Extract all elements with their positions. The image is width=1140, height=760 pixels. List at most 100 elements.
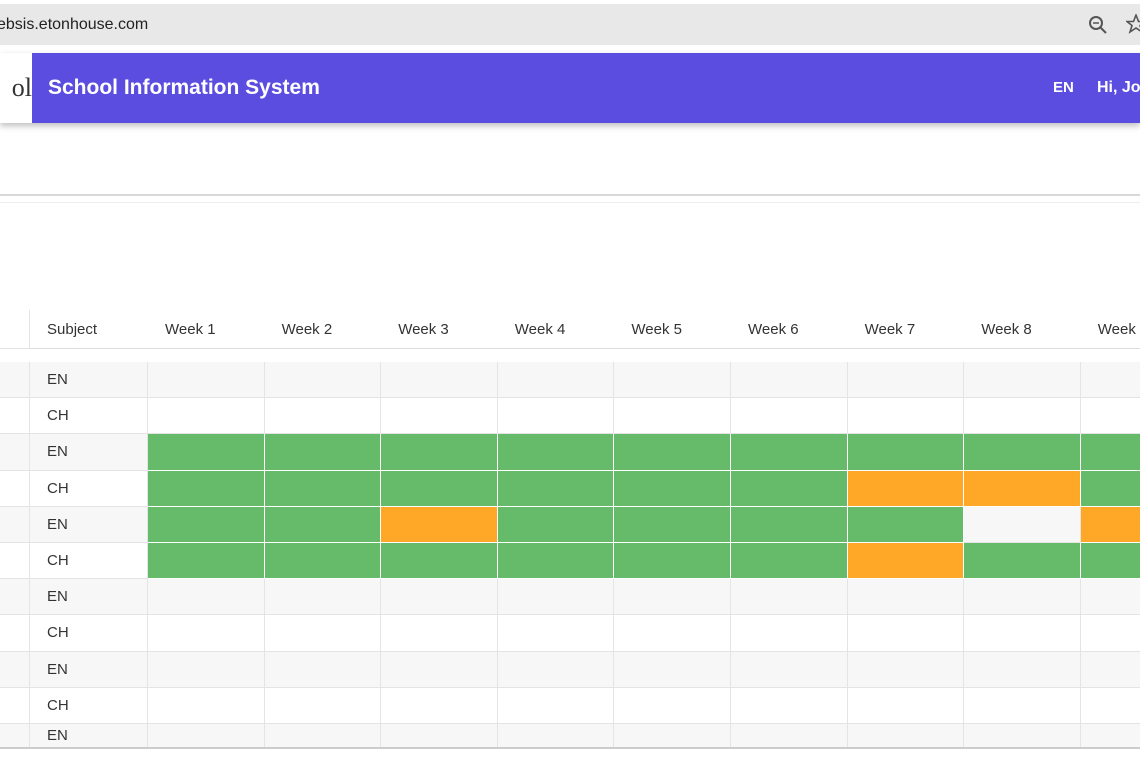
week-cell[interactable] (148, 724, 265, 748)
week-cell[interactable] (264, 362, 382, 399)
week-cell[interactable] (847, 615, 965, 652)
week-cell[interactable] (148, 687, 265, 724)
week-cell[interactable] (264, 651, 382, 688)
week-cell[interactable] (497, 362, 615, 399)
week-cell[interactable] (497, 434, 615, 471)
week-cell[interactable] (731, 362, 848, 399)
week-cell[interactable] (964, 362, 1081, 399)
week-cell[interactable] (731, 687, 848, 724)
week-cell[interactable] (497, 651, 615, 688)
logo[interactable]: ol (0, 53, 32, 123)
week-cell[interactable] (1080, 543, 1140, 580)
week-cell[interactable] (731, 579, 848, 616)
week-cell[interactable] (264, 615, 382, 652)
week-cell[interactable] (964, 506, 1081, 543)
week-cell[interactable] (1080, 651, 1140, 688)
week-cell[interactable] (148, 362, 265, 399)
week-cell[interactable] (264, 724, 382, 748)
week-cell[interactable] (964, 543, 1081, 580)
week-cell[interactable] (497, 615, 615, 652)
week-cell[interactable] (847, 362, 965, 399)
week-cell[interactable] (497, 470, 615, 507)
week-cell[interactable] (264, 687, 382, 724)
week-cell[interactable] (148, 434, 265, 471)
week-cell[interactable] (381, 579, 498, 616)
week-cell[interactable] (264, 398, 382, 435)
week-cell[interactable] (614, 687, 731, 724)
week-cell[interactable] (148, 506, 265, 543)
week-cell[interactable] (964, 724, 1081, 748)
week-cell[interactable] (381, 543, 498, 580)
week-cell[interactable] (847, 579, 965, 616)
week-cell[interactable] (731, 470, 848, 507)
week-cell[interactable] (264, 506, 382, 543)
week-cell[interactable] (1080, 470, 1140, 507)
week-cell[interactable] (731, 543, 848, 580)
week-cell[interactable] (148, 615, 265, 652)
week-cell[interactable] (731, 724, 848, 748)
week-cell[interactable] (1080, 724, 1140, 748)
week-cell[interactable] (964, 398, 1081, 435)
week-cell[interactable] (964, 651, 1081, 688)
week-cell[interactable] (614, 615, 731, 652)
week-cell[interactable] (381, 724, 498, 748)
week-cell[interactable] (381, 470, 498, 507)
week-cell[interactable] (148, 579, 265, 616)
week-cell[interactable] (148, 470, 265, 507)
zoom-icon[interactable] (1088, 15, 1108, 35)
week-cell[interactable] (964, 615, 1081, 652)
week-cell[interactable] (148, 543, 265, 580)
week-cell[interactable] (1080, 506, 1140, 543)
week-cell[interactable] (148, 651, 265, 688)
week-cell[interactable] (1080, 362, 1140, 399)
week-cell[interactable] (964, 579, 1081, 616)
week-cell[interactable] (731, 506, 848, 543)
week-cell[interactable] (381, 398, 498, 435)
week-cell[interactable] (847, 398, 965, 435)
week-cell[interactable] (497, 506, 615, 543)
week-cell[interactable] (614, 579, 731, 616)
week-cell[interactable] (1080, 687, 1140, 724)
week-cell[interactable] (964, 470, 1081, 507)
week-cell[interactable] (497, 687, 615, 724)
week-cell[interactable] (731, 398, 848, 435)
week-cell[interactable] (731, 615, 848, 652)
week-cell[interactable] (381, 615, 498, 652)
week-cell[interactable] (381, 362, 498, 399)
week-cell[interactable] (381, 651, 498, 688)
week-cell[interactable] (264, 434, 382, 471)
week-cell[interactable] (1080, 434, 1140, 471)
week-cell[interactable] (614, 724, 731, 748)
week-cell[interactable] (497, 398, 615, 435)
week-cell[interactable] (847, 506, 965, 543)
week-cell[interactable] (614, 543, 731, 580)
week-cell[interactable] (847, 687, 965, 724)
week-cell[interactable] (614, 651, 731, 688)
week-cell[interactable] (497, 724, 615, 748)
week-cell[interactable] (381, 506, 498, 543)
week-cell[interactable] (731, 434, 848, 471)
language-toggle[interactable]: EN (1053, 79, 1074, 96)
week-cell[interactable] (1080, 398, 1140, 435)
star-icon[interactable] (1126, 14, 1140, 34)
week-cell[interactable] (964, 687, 1081, 724)
week-cell[interactable] (264, 543, 382, 580)
week-cell[interactable] (847, 724, 965, 748)
week-cell[interactable] (148, 398, 265, 435)
week-cell[interactable] (614, 398, 731, 435)
week-cell[interactable] (847, 543, 965, 580)
week-cell[interactable] (614, 434, 731, 471)
week-cell[interactable] (264, 579, 382, 616)
week-cell[interactable] (731, 651, 848, 688)
week-cell[interactable] (497, 543, 615, 580)
week-cell[interactable] (381, 434, 498, 471)
week-cell[interactable] (964, 434, 1081, 471)
week-cell[interactable] (497, 579, 615, 616)
week-cell[interactable] (264, 470, 382, 507)
week-cell[interactable] (614, 470, 731, 507)
user-greeting[interactable]: Hi, Jo (1097, 79, 1140, 96)
week-cell[interactable] (381, 687, 498, 724)
week-cell[interactable] (847, 470, 965, 507)
week-cell[interactable] (1080, 615, 1140, 652)
week-cell[interactable] (847, 651, 965, 688)
